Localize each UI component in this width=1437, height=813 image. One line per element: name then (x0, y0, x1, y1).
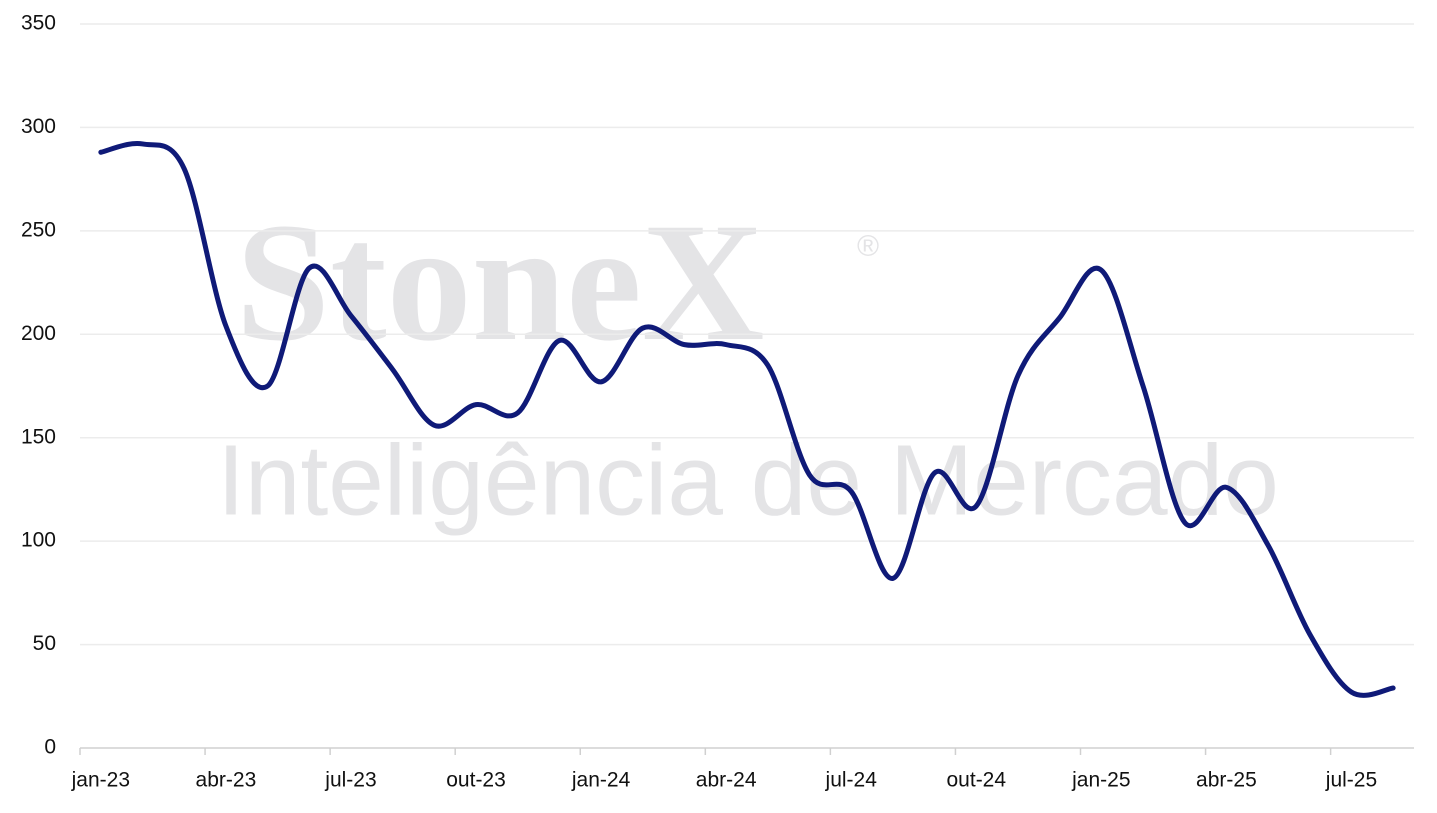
x-tick-label: abr-25 (1196, 769, 1257, 792)
x-tick-label: jul-23 (324, 769, 376, 792)
x-tick-label: abr-23 (196, 769, 257, 792)
y-tick-label: 250 (21, 218, 56, 241)
x-tick-label: jul-24 (825, 769, 878, 792)
x-tick-label: jul-25 (1325, 769, 1377, 792)
x-tick-label: jan-23 (71, 769, 130, 792)
watermark-tagline: Inteligência de Mercado (217, 424, 1279, 536)
line-series (98, 140, 1396, 698)
y-tick-label: 200 (21, 322, 56, 345)
x-tick-label: out-23 (446, 769, 506, 792)
x-tick-label: out-24 (947, 769, 1007, 792)
y-tick-label: 100 (21, 529, 56, 552)
x-tick-label: abr-24 (696, 769, 757, 792)
x-tick-label: jan-25 (1071, 769, 1130, 792)
y-tick-label: 350 (21, 12, 56, 35)
watermark-brand: StoneX (236, 188, 765, 376)
y-tick-label: 50 (33, 632, 56, 655)
y-tick-label: 150 (21, 425, 56, 448)
y-tick-label: 300 (21, 115, 56, 138)
x-tick-label: jan-24 (571, 769, 631, 792)
watermark-mark: ® (857, 230, 879, 263)
y-tick-label: 0 (44, 736, 56, 759)
